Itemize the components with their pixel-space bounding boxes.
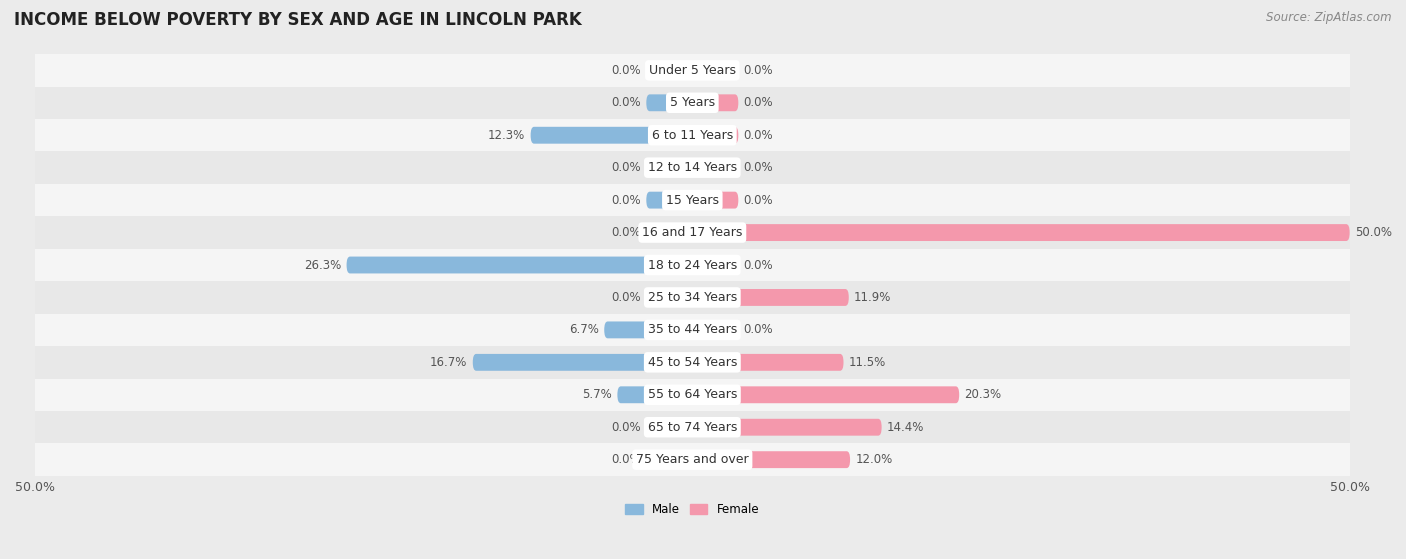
FancyBboxPatch shape — [692, 192, 738, 209]
Text: 0.0%: 0.0% — [612, 96, 641, 110]
Text: 0.0%: 0.0% — [612, 453, 641, 466]
Text: INCOME BELOW POVERTY BY SEX AND AGE IN LINCOLN PARK: INCOME BELOW POVERTY BY SEX AND AGE IN L… — [14, 11, 582, 29]
Bar — [35, 151, 1350, 184]
Bar — [35, 54, 1350, 87]
Bar — [35, 443, 1350, 476]
FancyBboxPatch shape — [692, 386, 959, 403]
FancyBboxPatch shape — [647, 419, 692, 435]
Text: 55 to 64 Years: 55 to 64 Years — [648, 389, 737, 401]
FancyBboxPatch shape — [346, 257, 692, 273]
FancyBboxPatch shape — [692, 321, 738, 338]
Text: 75 Years and over: 75 Years and over — [636, 453, 748, 466]
Bar — [35, 184, 1350, 216]
FancyBboxPatch shape — [647, 451, 692, 468]
Text: 0.0%: 0.0% — [612, 64, 641, 77]
Text: 15 Years: 15 Years — [666, 193, 718, 207]
Bar — [35, 249, 1350, 281]
Text: 0.0%: 0.0% — [744, 96, 773, 110]
Bar — [35, 346, 1350, 378]
Text: 14.4%: 14.4% — [887, 421, 924, 434]
Text: 5.7%: 5.7% — [582, 389, 612, 401]
Text: 12 to 14 Years: 12 to 14 Years — [648, 161, 737, 174]
Text: 25 to 34 Years: 25 to 34 Years — [648, 291, 737, 304]
Text: 0.0%: 0.0% — [744, 258, 773, 272]
FancyBboxPatch shape — [692, 354, 844, 371]
Text: 12.0%: 12.0% — [855, 453, 893, 466]
FancyBboxPatch shape — [647, 192, 692, 209]
Text: 20.3%: 20.3% — [965, 389, 1001, 401]
Text: 0.0%: 0.0% — [612, 161, 641, 174]
Text: 16 and 17 Years: 16 and 17 Years — [643, 226, 742, 239]
FancyBboxPatch shape — [617, 386, 692, 403]
Text: 6 to 11 Years: 6 to 11 Years — [652, 129, 733, 142]
Bar — [35, 314, 1350, 346]
Bar — [35, 411, 1350, 443]
Text: 12.3%: 12.3% — [488, 129, 526, 142]
FancyBboxPatch shape — [605, 321, 692, 338]
Bar — [35, 119, 1350, 151]
FancyBboxPatch shape — [692, 257, 738, 273]
FancyBboxPatch shape — [647, 289, 692, 306]
Text: 0.0%: 0.0% — [612, 193, 641, 207]
FancyBboxPatch shape — [647, 94, 692, 111]
FancyBboxPatch shape — [647, 159, 692, 176]
Text: 0.0%: 0.0% — [744, 161, 773, 174]
Text: 16.7%: 16.7% — [430, 356, 468, 369]
Text: 45 to 54 Years: 45 to 54 Years — [648, 356, 737, 369]
FancyBboxPatch shape — [692, 224, 1350, 241]
Text: 0.0%: 0.0% — [744, 129, 773, 142]
FancyBboxPatch shape — [647, 224, 692, 241]
Text: 11.9%: 11.9% — [853, 291, 891, 304]
FancyBboxPatch shape — [692, 94, 738, 111]
FancyBboxPatch shape — [692, 451, 851, 468]
FancyBboxPatch shape — [692, 127, 738, 144]
Bar — [35, 87, 1350, 119]
Text: 0.0%: 0.0% — [744, 193, 773, 207]
Text: 26.3%: 26.3% — [304, 258, 342, 272]
FancyBboxPatch shape — [692, 419, 882, 435]
FancyBboxPatch shape — [692, 62, 738, 79]
Text: 35 to 44 Years: 35 to 44 Years — [648, 324, 737, 337]
Text: 0.0%: 0.0% — [744, 324, 773, 337]
FancyBboxPatch shape — [530, 127, 692, 144]
Bar — [35, 378, 1350, 411]
Text: 5 Years: 5 Years — [669, 96, 714, 110]
FancyBboxPatch shape — [692, 289, 849, 306]
Bar — [35, 281, 1350, 314]
Text: 11.5%: 11.5% — [849, 356, 886, 369]
Text: 65 to 74 Years: 65 to 74 Years — [648, 421, 737, 434]
Text: 0.0%: 0.0% — [744, 64, 773, 77]
Bar — [35, 216, 1350, 249]
FancyBboxPatch shape — [692, 159, 738, 176]
Text: 6.7%: 6.7% — [569, 324, 599, 337]
Text: 50.0%: 50.0% — [1355, 226, 1392, 239]
Legend: Male, Female: Male, Female — [620, 498, 765, 520]
Text: 0.0%: 0.0% — [612, 421, 641, 434]
FancyBboxPatch shape — [472, 354, 692, 371]
Text: 0.0%: 0.0% — [612, 291, 641, 304]
Text: 18 to 24 Years: 18 to 24 Years — [648, 258, 737, 272]
Text: Source: ZipAtlas.com: Source: ZipAtlas.com — [1267, 11, 1392, 24]
FancyBboxPatch shape — [647, 62, 692, 79]
Text: 0.0%: 0.0% — [612, 226, 641, 239]
Text: Under 5 Years: Under 5 Years — [648, 64, 735, 77]
